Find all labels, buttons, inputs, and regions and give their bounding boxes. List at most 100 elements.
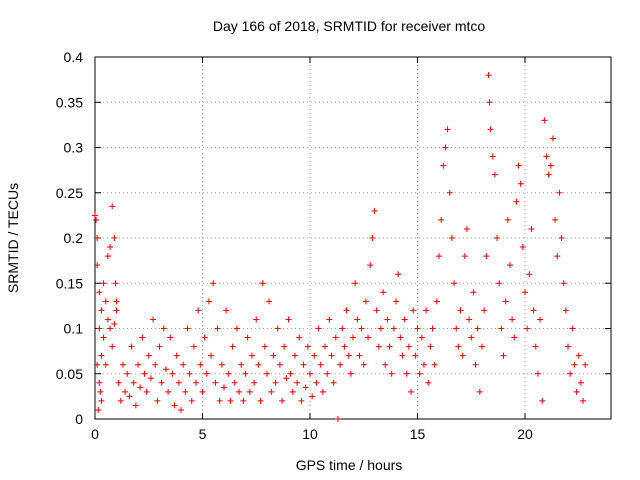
data-point xyxy=(498,325,505,332)
data-point xyxy=(199,388,206,395)
data-point xyxy=(474,325,481,332)
data-point xyxy=(324,370,331,377)
data-point xyxy=(466,316,473,323)
data-point xyxy=(410,307,417,314)
data-point xyxy=(423,307,430,314)
data-point xyxy=(491,171,498,178)
data-point xyxy=(486,99,493,106)
data-point xyxy=(395,271,402,278)
data-point xyxy=(375,343,382,350)
data-point xyxy=(330,379,337,386)
data-point xyxy=(354,316,361,323)
data-point xyxy=(556,189,563,196)
data-point xyxy=(373,307,380,314)
data-point xyxy=(227,397,234,404)
data-point xyxy=(96,289,103,296)
data-point xyxy=(147,375,154,382)
data-point xyxy=(328,352,335,359)
data-point xyxy=(175,379,182,386)
data-point xyxy=(371,207,378,214)
data-point xyxy=(522,289,528,296)
data-point xyxy=(322,343,329,350)
data-point xyxy=(193,379,200,386)
data-point xyxy=(487,126,494,133)
y-tick-label: 0.4 xyxy=(64,49,84,65)
data-point xyxy=(382,361,389,368)
data-point xyxy=(442,144,449,151)
data-point xyxy=(334,416,341,422)
data-point xyxy=(431,361,438,368)
data-point xyxy=(451,280,458,287)
data-point xyxy=(455,343,462,350)
data-point xyxy=(287,370,294,377)
data-point xyxy=(203,370,210,377)
data-point xyxy=(539,397,546,404)
data-point xyxy=(317,361,324,368)
data-point xyxy=(339,325,346,332)
data-point xyxy=(384,316,391,323)
data-point xyxy=(94,361,101,368)
data-point xyxy=(494,235,501,241)
data-point xyxy=(291,352,298,359)
data-point xyxy=(496,280,503,287)
data-point xyxy=(117,397,124,404)
data-point xyxy=(279,397,286,404)
data-point xyxy=(453,325,460,332)
data-point xyxy=(358,325,365,332)
data-point xyxy=(326,316,333,323)
data-point xyxy=(276,361,283,368)
data-point xyxy=(137,384,144,391)
data-point xyxy=(139,334,146,341)
data-point xyxy=(352,280,359,287)
data-point xyxy=(150,316,157,323)
data-point xyxy=(573,388,580,395)
data-point xyxy=(347,370,354,377)
x-tick-label: 10 xyxy=(302,426,318,442)
data-point xyxy=(244,334,251,341)
data-point xyxy=(264,370,270,377)
data-point xyxy=(472,361,479,368)
y-tick-label: 0 xyxy=(75,411,83,427)
data-point xyxy=(212,379,219,386)
data-point xyxy=(210,280,217,287)
data-point xyxy=(401,316,408,323)
data-point xyxy=(289,388,296,395)
data-point xyxy=(173,352,180,359)
data-point xyxy=(178,406,184,413)
y-tick-label: 0.1 xyxy=(64,321,84,337)
data-point xyxy=(124,370,131,377)
data-point xyxy=(281,343,288,350)
data-point xyxy=(393,298,399,305)
data-point xyxy=(221,384,227,391)
data-point xyxy=(208,352,215,359)
data-point xyxy=(238,361,245,368)
data-point xyxy=(109,343,116,350)
data-point xyxy=(543,153,550,160)
data-point xyxy=(313,379,320,386)
data-point xyxy=(565,343,571,350)
x-tick-label: 0 xyxy=(91,426,99,442)
data-point xyxy=(362,298,369,305)
data-point xyxy=(115,379,122,386)
data-point xyxy=(537,316,544,323)
data-point xyxy=(107,325,114,332)
data-point xyxy=(266,298,273,305)
data-point xyxy=(246,388,253,395)
data-point xyxy=(145,352,152,359)
data-point xyxy=(554,253,561,260)
data-point xyxy=(463,225,470,232)
data-point xyxy=(341,343,348,350)
data-point xyxy=(104,253,111,260)
data-point xyxy=(102,298,109,305)
data-point xyxy=(98,307,105,314)
data-point xyxy=(562,307,569,314)
data-point xyxy=(397,334,404,341)
data-point xyxy=(180,361,187,368)
data-point xyxy=(530,307,537,314)
data-point xyxy=(337,361,344,368)
data-point xyxy=(429,325,436,332)
data-point xyxy=(502,298,509,305)
data-point xyxy=(560,280,567,287)
data-point xyxy=(167,334,174,341)
